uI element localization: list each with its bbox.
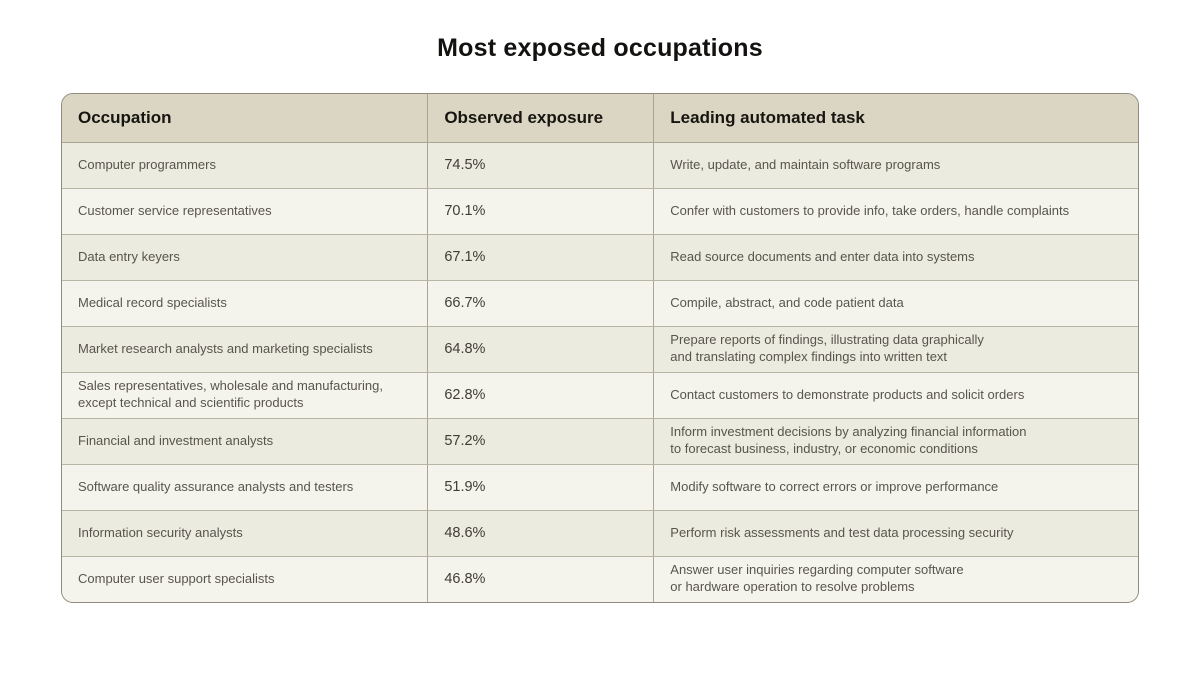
occupation-cell: Market research analysts and marketing s…	[62, 326, 429, 373]
exposure-cell: 64.8%	[427, 326, 655, 373]
task-cell: Compile, abstract, and code patient data	[653, 280, 1138, 327]
task-cell: Contact customers to demonstrate product…	[653, 372, 1138, 419]
table-row: Software quality assurance analysts and …	[62, 464, 1138, 511]
occupation-cell: Software quality assurance analysts and …	[62, 464, 429, 511]
occupation-cell: Computer user support specialists	[62, 556, 429, 602]
column-header-occupation: Occupation	[62, 94, 429, 143]
exposure-cell: 70.1%	[427, 188, 655, 235]
exposure-cell: 46.8%	[427, 556, 655, 602]
task-cell: Prepare reports of findings, illustratin…	[653, 326, 1138, 373]
exposure-cell: 74.5%	[427, 142, 655, 189]
task-cell: Confer with customers to provide info, t…	[653, 188, 1138, 235]
occupation-cell: Information security analysts	[62, 510, 429, 557]
table-row: Financial and investment analysts 57.2% …	[62, 418, 1138, 465]
table-header: Occupation Observed exposure Leading aut…	[62, 94, 1138, 143]
occupation-cell: Customer service representatives	[62, 188, 429, 235]
occupation-cell: Sales representatives, wholesale and man…	[62, 372, 429, 419]
header-row: Occupation Observed exposure Leading aut…	[62, 94, 1138, 143]
table-row: Medical record specialists 66.7% Compile…	[62, 280, 1138, 327]
table-row: Data entry keyers 67.1% Read source docu…	[62, 234, 1138, 281]
page-title: Most exposed occupations	[437, 34, 763, 62]
column-header-exposure: Observed exposure	[427, 94, 655, 143]
exposure-cell: 62.8%	[427, 372, 655, 419]
task-cell: Perform risk assessments and test data p…	[653, 510, 1138, 557]
task-cell: Modify software to correct errors or imp…	[653, 464, 1138, 511]
exposure-table-card: Occupation Observed exposure Leading aut…	[61, 93, 1139, 603]
table-body: Computer programmers 74.5% Write, update…	[62, 142, 1138, 602]
exposure-cell: 67.1%	[427, 234, 655, 281]
table-row: Market research analysts and marketing s…	[62, 326, 1138, 373]
occupation-cell: Data entry keyers	[62, 234, 429, 281]
task-cell: Answer user inquiries regarding computer…	[670, 562, 964, 595]
occupation-cell: Medical record specialists	[62, 280, 429, 327]
table-row: Customer service representatives 70.1% C…	[62, 188, 1138, 235]
column-header-task: Leading automated task	[653, 94, 1138, 143]
table-row: Sales representatives, wholesale and man…	[62, 372, 1138, 419]
task-cell: Read source documents and enter data int…	[653, 234, 1138, 281]
table-row: Information security analysts 48.6% Perf…	[62, 510, 1138, 557]
exposure-cell: 51.9%	[427, 464, 655, 511]
task-cell: Inform investment decisions by analyzing…	[653, 418, 1138, 465]
exposure-cell: 66.7%	[427, 280, 655, 327]
occupation-cell: Computer programmers	[62, 142, 429, 189]
table-row: Computer programmers 74.5% Write, update…	[62, 142, 1138, 189]
exposure-cell: 57.2%	[427, 418, 655, 465]
exposure-cell: 48.6%	[427, 510, 655, 557]
task-cell: Write, update, and maintain software pro…	[653, 142, 1138, 189]
occupation-cell: Financial and investment analysts	[62, 418, 429, 465]
table-row: Computer user support specialists 46.8% …	[62, 556, 1138, 602]
exposure-table: Occupation Observed exposure Leading aut…	[62, 94, 1138, 602]
